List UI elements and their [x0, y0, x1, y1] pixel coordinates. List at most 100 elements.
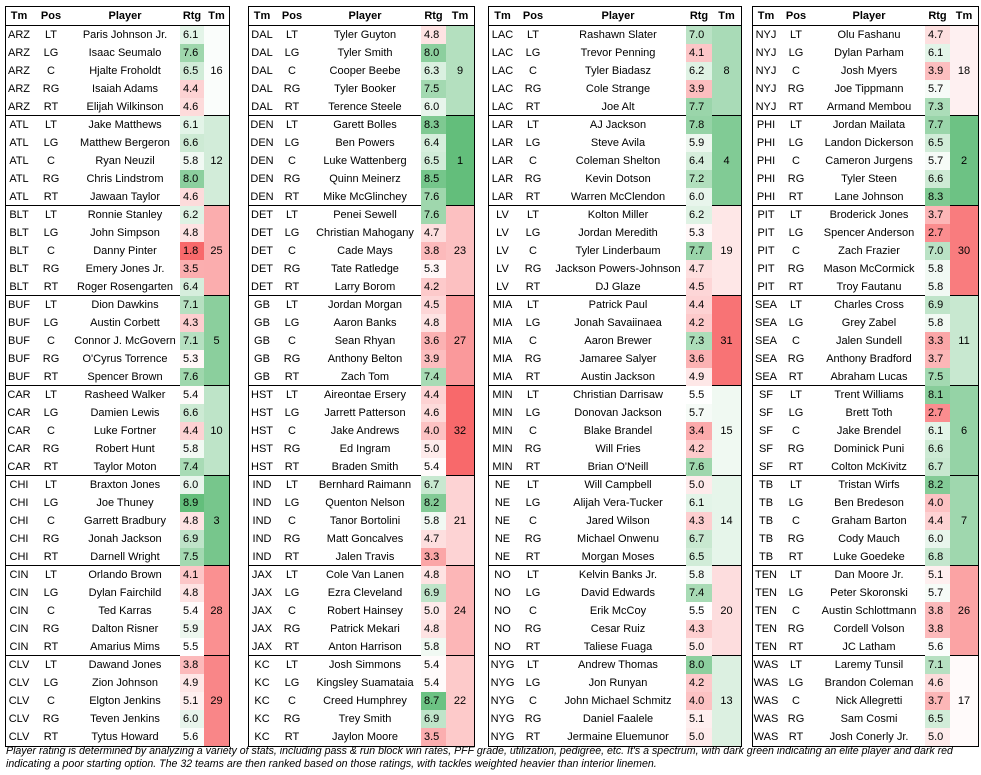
player-name: Dalton Risner	[91, 623, 159, 635]
team-code: PIT	[757, 227, 775, 239]
team-code: CLV	[8, 731, 30, 743]
player-name: Jonah Savaiinaea	[574, 317, 662, 329]
player-rating: 6.1	[180, 26, 204, 44]
player-name: Zach Frazier	[838, 245, 900, 257]
player-name: John Simpson	[90, 227, 160, 239]
position: LG	[525, 47, 541, 59]
position: C	[288, 245, 296, 257]
team-group-lv: LV LT Kolton Miller 6.2 LV LG Jordan Meredith 5…	[489, 206, 741, 296]
team-rank: 8	[712, 26, 741, 115]
position: LT	[285, 119, 299, 131]
player-row: NYG LT Andrew Thomas 8.0	[489, 656, 741, 674]
position: RG	[283, 173, 301, 185]
team-rank: 4	[712, 116, 741, 205]
player-name: Donovan Jackson	[574, 407, 662, 419]
player-rating: 6.4	[686, 152, 712, 170]
player-row: CLV RT Tytus Howard 5.6	[6, 728, 229, 746]
player-name: Darnell Wright	[90, 551, 160, 563]
player-row: MIA LT Patrick Paul 4.4	[489, 296, 741, 314]
header-rtg: Rtg	[689, 10, 709, 22]
position: LG	[788, 317, 804, 329]
player-row: HST LT Aireontae Ersery 4.4	[249, 386, 474, 404]
header-tm: Tm	[757, 10, 775, 22]
table-header: Tm Pos Player Rtg Tm	[753, 7, 978, 26]
player-rating: 5.8	[421, 512, 446, 530]
team-code: MIA	[492, 335, 513, 347]
player-name: Ezra Cleveland	[327, 587, 403, 599]
player-name: Braxton Jones	[89, 479, 161, 491]
position: C	[47, 695, 55, 707]
position: LG	[284, 47, 300, 59]
player-rating: 5.8	[925, 278, 950, 296]
player-rating: 7.5	[180, 548, 204, 566]
player-rating: 5.8	[925, 314, 950, 332]
player-name: Broderick Jones	[829, 209, 909, 221]
player-name: Aaron Brewer	[584, 335, 652, 347]
position: RT	[284, 731, 300, 743]
team-code: ARZ	[8, 29, 30, 41]
position: RG	[787, 173, 805, 185]
position: C	[47, 425, 55, 437]
team-code: HST	[251, 389, 273, 401]
player-rating: 4.7	[421, 224, 446, 242]
position: RG	[524, 83, 542, 95]
position: RT	[284, 461, 300, 473]
player-rating: 7.4	[180, 458, 204, 476]
player-name: Will Campbell	[584, 479, 652, 491]
player-row: DAL LT Tyler Guyton 4.8	[249, 26, 474, 44]
player-name: Daniel Faalele	[582, 713, 654, 725]
player-name: Jamaree Salyer	[579, 353, 657, 365]
team-code: CLV	[8, 713, 30, 725]
position: RT	[788, 371, 804, 383]
player-row: IND RT Jalen Travis 3.3	[249, 548, 474, 566]
player-row: NYG LG Jon Runyan 4.2	[489, 674, 741, 692]
player-rating: 6.1	[686, 494, 712, 512]
team-code: DET	[251, 281, 273, 293]
team-code: IND	[252, 551, 272, 563]
player-name: Steve Avila	[590, 137, 646, 149]
team-rank: 30	[950, 206, 978, 295]
player-rating: 4.8	[180, 584, 204, 602]
player-name: Orlando Brown	[88, 569, 162, 581]
player-row: DAL RT Terence Steele 6.0	[249, 98, 474, 116]
player-row: WAS LG Brandon Coleman 4.6	[753, 674, 978, 692]
player-rating: 6.0	[421, 98, 446, 116]
team-code: IND	[252, 515, 272, 527]
player-rating: 4.8	[421, 620, 446, 638]
player-rating: 4.4	[180, 80, 204, 98]
team-code: LAR	[491, 191, 514, 203]
player-name: Tyler Biadasz	[584, 65, 652, 77]
player-row: LV C Tyler Linderbaum 7.7	[489, 242, 741, 260]
player-row: KC LG Kingsley Suamataia 5.4	[249, 674, 474, 692]
player-rating: 3.5	[180, 260, 204, 278]
player-row: DET RG Tate Ratledge 5.3	[249, 260, 474, 278]
player-name: Dawand Jones	[88, 659, 162, 671]
header-pos: Pos	[522, 10, 544, 22]
position: RG	[787, 443, 805, 455]
player-rating: 5.8	[421, 638, 446, 656]
player-name: Elgton Jenkins	[89, 695, 161, 707]
header-rank: Tm	[208, 10, 225, 22]
player-name: Aireontae Ersery	[324, 389, 406, 401]
team-rank: 19	[712, 206, 741, 295]
team-code: DEN	[250, 155, 274, 167]
player-row: CIN LT Orlando Brown 4.1	[6, 566, 229, 584]
team-rank: 23	[446, 206, 474, 295]
team-code: GB	[254, 371, 270, 383]
position: C	[47, 245, 55, 257]
player-row: DEN LT Garett Bolles 8.3	[249, 116, 474, 134]
player-row: LAR C Coleman Shelton 6.4	[489, 152, 741, 170]
player-name: Damien Lewis	[90, 407, 160, 419]
player-name: Ted Karras	[98, 605, 152, 617]
player-name: Danny Pinter	[93, 245, 157, 257]
player-name: Peter Skoronski	[830, 587, 908, 599]
player-rating: 3.7	[925, 206, 950, 224]
team-code: NYG	[490, 695, 515, 707]
player-row: SF C Jake Brendel 6.1	[753, 422, 978, 440]
team-code: GB	[254, 353, 270, 365]
team-code: SF	[758, 407, 774, 419]
player-row: HST RT Braden Smith 5.4	[249, 458, 474, 476]
player-name: Rashawn Slater	[579, 29, 657, 41]
position: LT	[526, 569, 540, 581]
player-rating: 5.8	[180, 152, 204, 170]
